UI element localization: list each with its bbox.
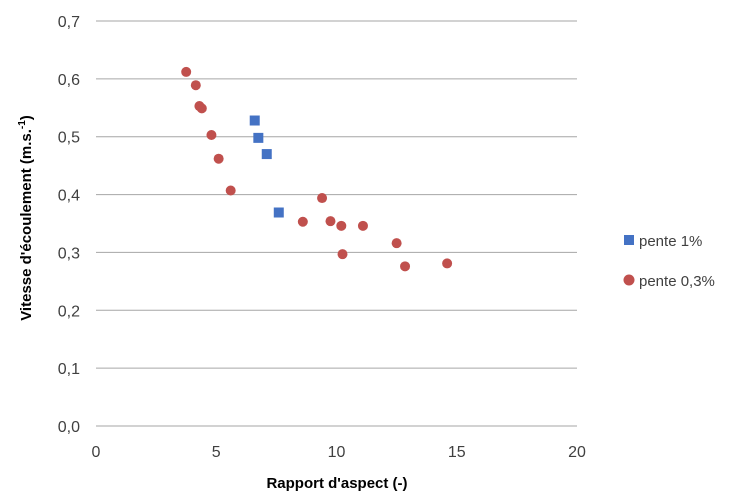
data-point-pente-0-3 (336, 220, 347, 231)
y-tick-label: 0,1 (58, 361, 80, 378)
data-point-pente-0-3 (325, 216, 336, 227)
legend-marker-pente-1 (624, 235, 634, 245)
gridlines (96, 20, 577, 369)
x-tick-label: 0 (92, 444, 101, 461)
y-tick-label: 0,5 (58, 130, 80, 147)
data-point-pente-0-3 (225, 185, 236, 196)
data-point-pente-0-3 (213, 153, 224, 164)
data-point-pente-0-3 (357, 220, 368, 231)
data-points (181, 66, 453, 272)
y-axis-title-superscript: -1 (17, 120, 28, 129)
y-axis-title: Vitesse d'écoulement (m.s.-1) (17, 115, 35, 321)
y-tick-label: 0,4 (58, 188, 80, 205)
x-tick-labels: 0 5 10 15 20 (92, 444, 586, 461)
y-tick-label: 0,3 (58, 245, 80, 262)
data-point-pente-0-3 (297, 216, 308, 227)
y-tick-label: 0,6 (58, 72, 80, 89)
data-point-pente-0-3 (181, 66, 192, 77)
x-tick-label: 20 (568, 444, 586, 461)
data-point-pente-0-3 (190, 80, 201, 91)
y-tick-labels: 0,0 0,1 0,2 0,3 0,4 0,5 0,6 0,7 (58, 14, 80, 436)
data-point-pente-0-3 (391, 238, 402, 249)
y-axis-title-end: ) (18, 115, 35, 120)
legend-label-pente-1: pente 1% (639, 233, 702, 250)
x-tick-label: 5 (212, 444, 221, 461)
y-tick-label: 0,2 (58, 303, 80, 320)
data-point-pente-0-3 (317, 193, 328, 204)
y-tick-label: 0,0 (58, 419, 80, 436)
data-point-pente-0-3 (337, 249, 348, 260)
y-axis-title-main: Vitesse d'écoulement (m.s. (18, 129, 35, 321)
x-tick-label: 15 (448, 444, 466, 461)
data-point-pente-1 (249, 115, 260, 126)
data-point-pente-0-3 (442, 258, 453, 269)
data-point-pente-1 (261, 149, 272, 160)
legend-label-pente-0-3: pente 0,3% (639, 273, 715, 290)
data-point-pente-0-3 (196, 103, 207, 114)
data-point-pente-0-3 (400, 261, 411, 272)
data-point-pente-1 (273, 207, 284, 218)
legend: pente 1% pente 0,3% (623, 233, 715, 290)
data-point-pente-1 (253, 132, 264, 143)
x-axis-title: Rapport d'aspect (-) (266, 475, 407, 492)
legend-marker-pente-0-3 (623, 274, 635, 286)
data-point-pente-0-3 (206, 129, 217, 140)
x-tick-label: 10 (328, 444, 346, 461)
y-tick-label: 0,7 (58, 14, 80, 31)
